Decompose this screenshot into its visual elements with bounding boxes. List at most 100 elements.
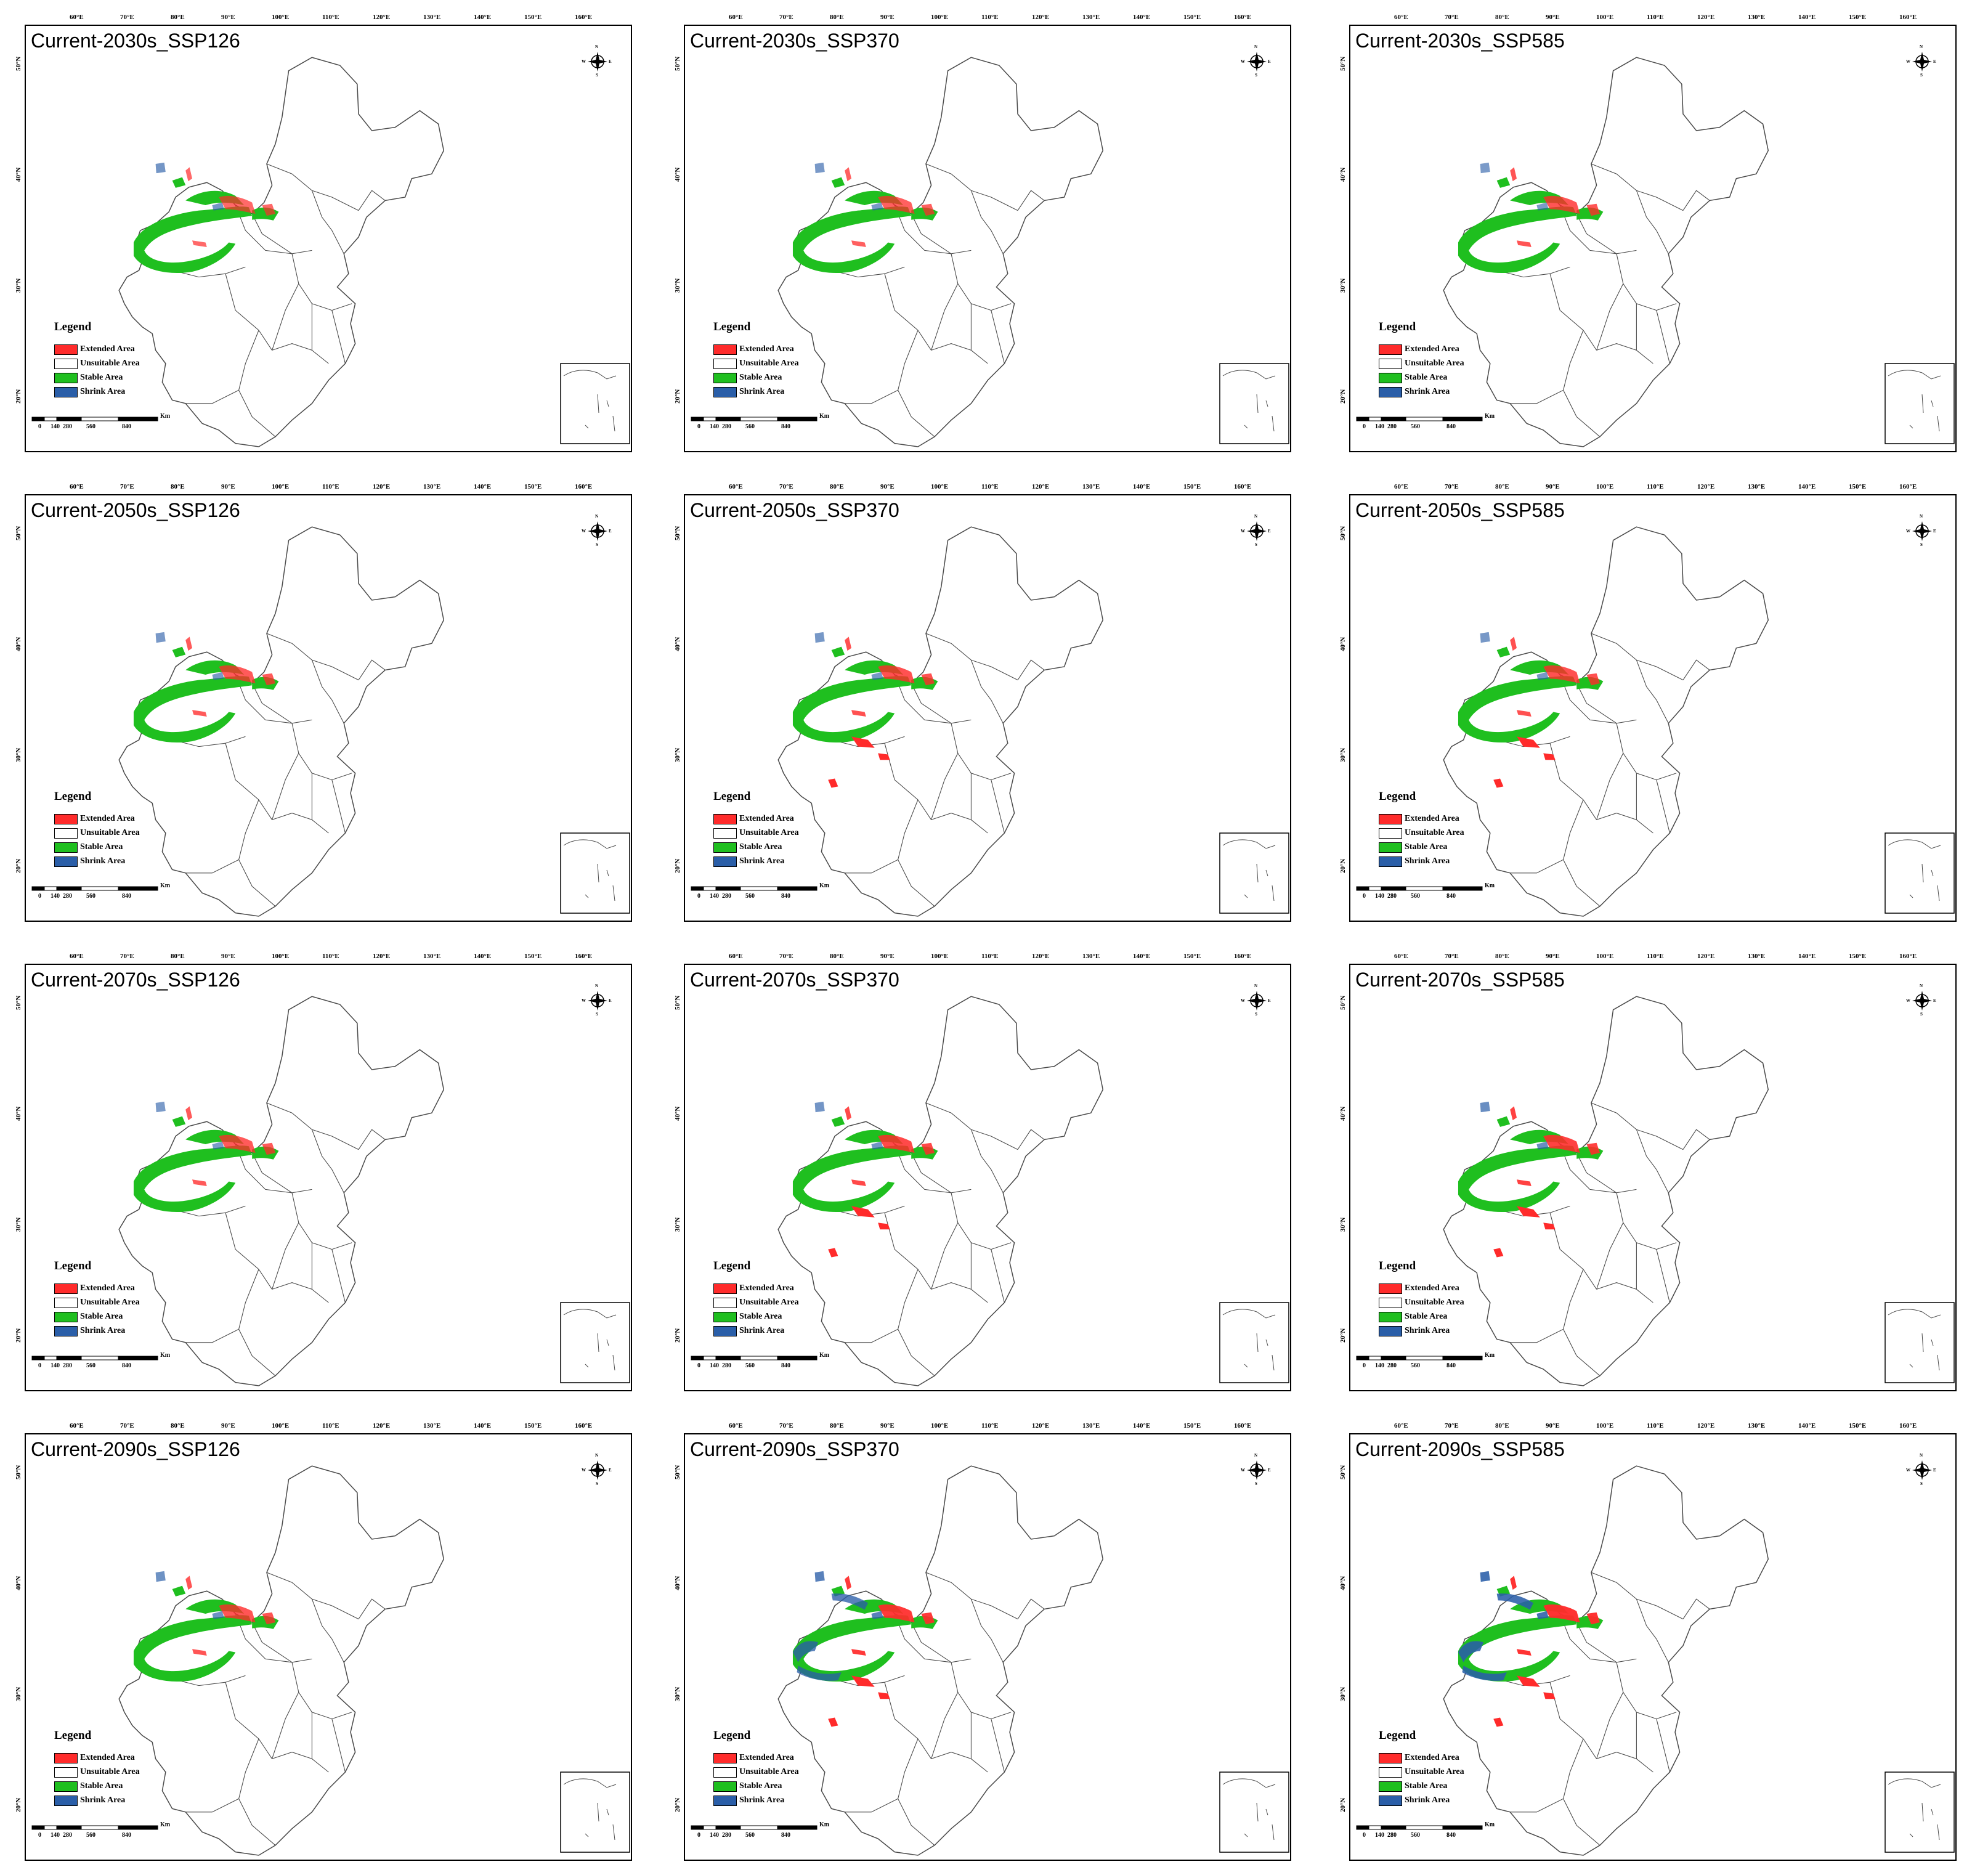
longitude-label: 120°E xyxy=(1032,14,1050,21)
compass-letter: E xyxy=(1268,529,1271,534)
scale-tick-label: 840 xyxy=(122,423,131,430)
legend-title: Legend xyxy=(54,790,92,803)
legend-swatch xyxy=(1379,1311,1402,1322)
province-border xyxy=(1017,1598,1045,1619)
scale-tick-label: 280 xyxy=(63,1832,72,1839)
province-border xyxy=(970,660,1004,724)
longitude-label: 140°E xyxy=(1133,953,1151,960)
compass-letter: S xyxy=(596,1012,598,1017)
panel-title: Current-2050s_SSP126 xyxy=(31,499,240,521)
longitude-label: 80°E xyxy=(830,1422,844,1430)
latitude-label: 30°N xyxy=(15,1686,22,1701)
scale-bar xyxy=(31,1825,158,1830)
province-border xyxy=(1596,343,1653,364)
compass-letter: S xyxy=(1255,73,1257,78)
legend-label: Extended Area xyxy=(739,814,794,823)
latitude-label: 50°N xyxy=(674,1465,681,1479)
longitude-label: 150°E xyxy=(1183,14,1201,21)
longitude-label: 60°E xyxy=(70,14,84,21)
stable-area xyxy=(1458,676,1577,743)
latitude-label: 20°N xyxy=(1339,1328,1347,1343)
map-panel: Current-2030s_SSP585 60°E 70°E 80°E 90°E 100°… xyxy=(1331,6,1957,452)
longitude-label: 140°E xyxy=(474,953,492,960)
province-border xyxy=(235,205,312,254)
latitude-label: 20°N xyxy=(1339,1797,1347,1812)
province-border xyxy=(931,813,988,834)
legend-swatch xyxy=(54,372,78,383)
province-border xyxy=(266,1572,359,1620)
latitude-label: 50°N xyxy=(1339,526,1347,540)
province-border xyxy=(931,753,959,820)
legend-swatch xyxy=(54,344,78,355)
distribution-map xyxy=(31,521,630,917)
longitude-label: 110°E xyxy=(1647,14,1664,21)
legend-label: Stable Area xyxy=(80,1312,123,1321)
province-border xyxy=(1596,1282,1653,1303)
province-border xyxy=(1563,330,1601,437)
legend-swatch xyxy=(713,856,737,867)
province-border xyxy=(1682,1129,1710,1150)
longitude-label: 120°E xyxy=(1697,953,1715,960)
legend-item: Shrink Area xyxy=(713,1794,784,1807)
panel-title: Current-2070s_SSP585 xyxy=(1355,969,1565,991)
compass-letter: E xyxy=(1268,1468,1271,1473)
province-border xyxy=(238,1269,276,1377)
longitude-label: 130°E xyxy=(423,483,441,490)
compass-rose xyxy=(1247,1460,1267,1480)
longitude-label: 120°E xyxy=(1032,953,1050,960)
compass-rose xyxy=(588,1460,607,1480)
legend-label: Shrink Area xyxy=(80,856,126,866)
compass-letter: E xyxy=(609,59,612,64)
legend-item: Extended Area xyxy=(54,813,135,825)
province-border xyxy=(358,190,386,211)
compass-letter: W xyxy=(1906,59,1910,64)
compass-rose xyxy=(1247,991,1267,1011)
longitude-label: 140°E xyxy=(1133,1422,1151,1430)
legend-item: Shrink Area xyxy=(713,386,784,398)
scale-tick-label: 560 xyxy=(1411,893,1420,900)
longitude-label: 140°E xyxy=(1798,1422,1816,1430)
compass-letter: E xyxy=(1268,59,1271,64)
extended-area xyxy=(828,736,890,788)
compass-rose xyxy=(1912,52,1932,71)
longitude-label: 130°E xyxy=(423,953,441,960)
legend-label: Shrink Area xyxy=(739,856,785,866)
longitude-label: 100°E xyxy=(272,953,290,960)
extended-area xyxy=(828,1675,890,1727)
latitude-label: 30°N xyxy=(15,747,22,762)
map-panel: Current-2050s_SSP370 60°E 70°E 80°E 90°E 100°… xyxy=(665,476,1291,922)
scale-tick-label: 840 xyxy=(1446,1362,1456,1369)
longitude-label: 80°E xyxy=(1495,1422,1509,1430)
scale-bar xyxy=(31,886,158,891)
province-border xyxy=(1656,1718,1670,1773)
scale-bar xyxy=(31,417,158,421)
legend-swatch xyxy=(1379,1283,1402,1294)
latitude-label: 30°N xyxy=(674,278,681,293)
province-border xyxy=(311,190,344,254)
longitude-label: 80°E xyxy=(171,483,185,490)
compass-rose xyxy=(1247,521,1267,541)
longitude-label: 90°E xyxy=(1546,14,1560,21)
province-border xyxy=(1682,1598,1710,1619)
compass-letter: W xyxy=(1906,1468,1910,1473)
latitude-label: 40°N xyxy=(674,167,681,182)
shrink-area xyxy=(1458,1571,1549,1681)
longitude-label: 80°E xyxy=(171,14,185,21)
legend-title: Legend xyxy=(1379,1259,1416,1272)
scale-unit: Km xyxy=(819,882,830,889)
scale-tick-label: 840 xyxy=(781,423,790,430)
longitude-label: 70°E xyxy=(120,1422,134,1430)
latitude-label: 30°N xyxy=(674,1686,681,1701)
extended-area xyxy=(845,637,935,717)
shrink-area xyxy=(155,1571,224,1619)
scale-tick-label: 0 xyxy=(697,423,700,430)
longitude-label: 140°E xyxy=(1133,483,1151,490)
scale-bar xyxy=(691,417,818,421)
legend-swatch xyxy=(713,1311,737,1322)
stable-area xyxy=(133,1145,253,1213)
province-border xyxy=(331,779,346,834)
legend-item: Extended Area xyxy=(54,1752,135,1764)
inset-map-lines xyxy=(1222,1778,1276,1840)
scale-tick-label: 140 xyxy=(1375,423,1384,430)
province-border xyxy=(1549,1682,1597,1759)
